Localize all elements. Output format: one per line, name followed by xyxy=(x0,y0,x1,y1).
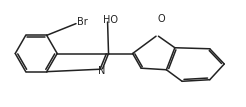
Text: O: O xyxy=(158,14,165,24)
Text: N: N xyxy=(98,66,105,76)
Text: HO: HO xyxy=(103,15,118,25)
Text: Br: Br xyxy=(77,17,88,27)
